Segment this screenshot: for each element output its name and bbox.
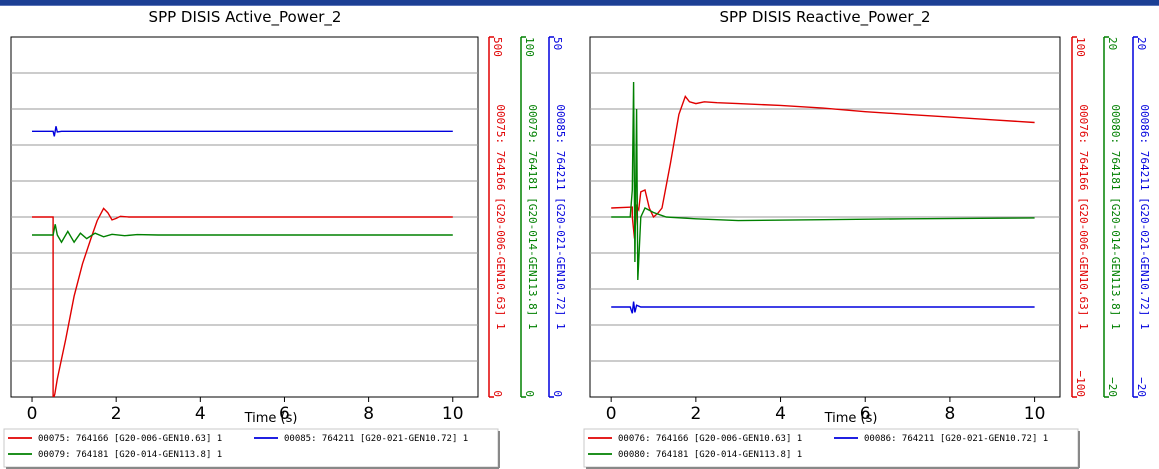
series-line-3: [32, 126, 453, 137]
x-tick-label: 4: [195, 404, 206, 424]
chart-title: SPP DISIS Active_Power_2: [149, 8, 342, 27]
series-line-3: [611, 301, 1035, 314]
y-axis-max-label: 500: [491, 37, 504, 57]
x-tick-label: 2: [690, 404, 701, 424]
x-tick-label: 8: [363, 404, 374, 424]
x-tick-label: 0: [27, 404, 38, 424]
x-tick-label: 2: [111, 404, 122, 424]
y-axis-min-label: 0: [551, 390, 564, 397]
legend-entry: 00086: 764211 [G20-021-GEN10.72] 1: [864, 434, 1048, 444]
y-axis-max-label: 20: [1135, 37, 1148, 50]
y-axis-max-label: 20: [1106, 37, 1119, 50]
y-axis-max-label: 100: [1074, 37, 1087, 57]
series-line-2: [611, 81, 1035, 281]
y-axis-min-label: 0: [491, 390, 504, 397]
y-axis-min-label: −20: [1106, 377, 1119, 397]
series-line-1: [32, 207, 453, 397]
x-tick-label: 8: [944, 404, 955, 424]
y-axis-min-label: −20: [1135, 377, 1148, 397]
chart-2: SPP DISIS Reactive_Power_2 0 2 4 6 8 10 Time (s…: [583, 8, 1151, 469]
y-axis-max-label: 100: [523, 37, 536, 57]
x-axis-label: Time (s): [244, 411, 298, 426]
top-bar-line: [0, 5, 1159, 6]
chart-title: SPP DISIS Reactive_Power_2: [719, 8, 930, 27]
y-axis-min-label: −100: [1074, 371, 1087, 398]
legend-entry: 00080: 764181 [G20-014-GEN113.8] 1: [618, 450, 802, 460]
legend-entry: 00079: 764181 [G20-014-GEN113.8] 1: [38, 450, 222, 460]
x-axis-label: Time (s): [824, 411, 878, 426]
y-axis-label: 00075: 764166 [G20-006-GEN10.63] 1: [494, 104, 507, 329]
x-tick-label: 0: [606, 404, 617, 424]
y-axis-label: 00086: 764211 [G20-021-GEN10.72] 1: [1138, 104, 1151, 329]
legend-entry: 00076: 764166 [G20-006-GEN10.63] 1: [618, 434, 802, 444]
x-tick-label: 10: [1024, 404, 1046, 424]
x-tick-label: 4: [775, 404, 786, 424]
legend-entry: 00085: 764211 [G20-021-GEN10.72] 1: [284, 434, 468, 444]
chart-1: SPP DISIS Active_Power_2 0 2 4 6 8 10 Time (s) 5…: [3, 8, 567, 469]
y-axis-label: 00076: 764166 [G20-006-GEN10.63] 1: [1077, 104, 1090, 329]
y-axis-label: 00079: 764181 [G20-014-GEN113.8] 1: [526, 104, 539, 329]
x-tick-label: 6: [860, 404, 871, 424]
y-axis-max-label: 50: [551, 37, 564, 50]
y-axis-label: 00085: 764211 [G20-021-GEN10.72] 1: [554, 104, 567, 329]
series-line-2: [32, 224, 453, 244]
x-tick-label: 10: [442, 404, 464, 424]
legend-entry: 00075: 764166 [G20-006-GEN10.63] 1: [38, 434, 222, 444]
x-tick-label: 6: [279, 404, 290, 424]
y-axis-min-label: 0: [523, 390, 536, 397]
top-bar: [0, 0, 1159, 5]
y-axis-label: 00080: 764181 [G20-014-GEN113.8] 1: [1109, 104, 1122, 329]
